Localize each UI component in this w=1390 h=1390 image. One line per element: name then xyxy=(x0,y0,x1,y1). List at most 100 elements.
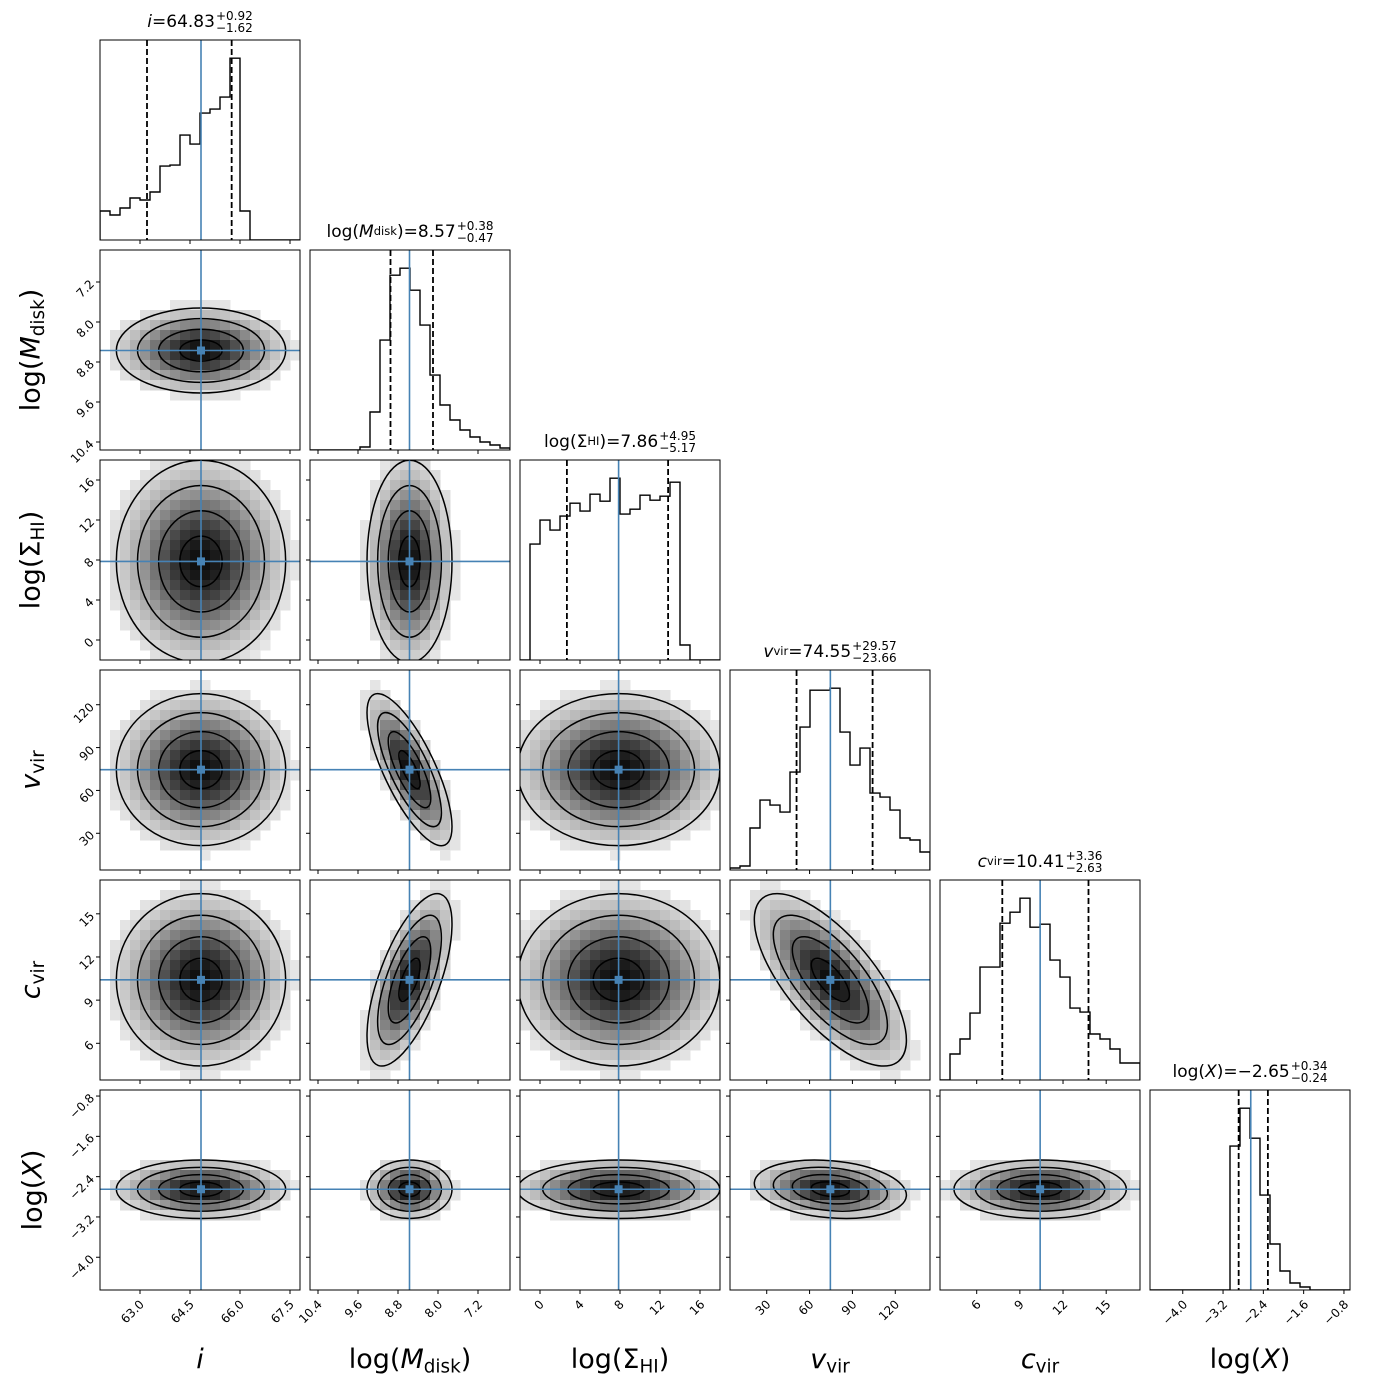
density-cell xyxy=(800,1000,811,1011)
density-cell xyxy=(410,770,421,781)
density-cell xyxy=(260,730,271,741)
density-cell xyxy=(680,900,691,911)
density-cell xyxy=(610,1050,621,1061)
density-cell xyxy=(960,1200,971,1211)
density-cell xyxy=(170,1000,181,1011)
density-cell xyxy=(610,770,621,781)
density-cell xyxy=(650,1160,661,1171)
density-cell xyxy=(560,690,571,701)
density-cell xyxy=(160,1180,171,1191)
density-cell xyxy=(190,1180,201,1191)
density-cell xyxy=(180,710,191,721)
truth-marker xyxy=(614,1185,623,1194)
density-cell xyxy=(860,1020,871,1031)
density-cell xyxy=(210,380,221,391)
density-cell xyxy=(560,910,571,921)
density-cell xyxy=(580,1030,591,1041)
density-cell xyxy=(390,650,401,660)
density-cell xyxy=(1030,1190,1041,1201)
density-cell xyxy=(120,1190,131,1201)
density-cell xyxy=(540,730,551,741)
density-cell xyxy=(240,1060,251,1071)
density-cell xyxy=(170,350,181,361)
density-cell xyxy=(580,700,591,711)
density-cell xyxy=(590,1030,601,1041)
density-cell xyxy=(820,960,831,971)
density-cell xyxy=(520,1000,531,1011)
density-cell xyxy=(140,320,151,331)
density-cell xyxy=(400,480,411,491)
density-cell xyxy=(140,1170,151,1181)
density-cell xyxy=(160,460,171,471)
density-cell xyxy=(210,300,221,311)
density-cell xyxy=(230,540,241,551)
density-cell xyxy=(400,910,411,921)
density-cell xyxy=(680,1000,691,1011)
density-cell xyxy=(170,480,181,491)
density-cell xyxy=(640,840,651,851)
density-cell xyxy=(200,800,211,811)
density-cell xyxy=(250,820,261,831)
density-cell xyxy=(130,630,141,641)
density-cell xyxy=(520,730,531,741)
density-cell xyxy=(990,1210,1001,1221)
density-cell xyxy=(150,580,161,591)
density-cell xyxy=(650,910,661,921)
density-cell xyxy=(270,950,281,961)
density-cell xyxy=(1000,1180,1011,1191)
density-cell xyxy=(200,960,211,971)
density-cell xyxy=(600,680,611,691)
panel-frame xyxy=(99,39,301,241)
density-cell xyxy=(220,800,231,811)
density-cell xyxy=(680,1020,691,1031)
density-cell xyxy=(180,300,191,311)
label-symbol: i xyxy=(147,11,153,32)
density-cell xyxy=(160,480,171,491)
density-cell xyxy=(560,1030,571,1041)
density-cell xyxy=(270,970,281,981)
density-cell xyxy=(830,920,841,931)
density-cell xyxy=(190,760,201,771)
contour-line xyxy=(772,914,889,1046)
density-cell xyxy=(370,600,381,611)
density-cell xyxy=(390,1040,401,1051)
density-cell xyxy=(520,810,531,821)
density-cell xyxy=(660,1010,671,1021)
density-cell xyxy=(530,730,541,741)
density-cell xyxy=(440,880,451,891)
density-cell xyxy=(790,940,801,951)
density-cell xyxy=(120,940,131,951)
density-cell xyxy=(560,750,571,761)
density-cell xyxy=(600,1050,611,1061)
density-cell xyxy=(650,710,661,721)
density-cell xyxy=(180,920,191,931)
density-cell xyxy=(280,1010,291,1021)
density-cell xyxy=(120,620,131,631)
density-cell xyxy=(690,790,701,801)
density-cell xyxy=(130,1180,141,1191)
density-cell xyxy=(410,950,421,961)
density-cell xyxy=(530,780,541,791)
density-cell xyxy=(570,1160,581,1171)
density-cell xyxy=(690,980,701,991)
density-cell xyxy=(640,1200,651,1211)
density-cell xyxy=(790,990,801,1001)
density-cell xyxy=(650,730,661,741)
density-cell xyxy=(150,790,161,801)
density-cell xyxy=(880,1060,891,1071)
density-cell xyxy=(570,1170,581,1181)
density-cell xyxy=(230,380,241,391)
density-cell xyxy=(570,890,581,901)
density-cell xyxy=(200,760,211,771)
histogram-panel xyxy=(729,669,931,874)
title-value: −2.65 xyxy=(1237,1061,1290,1082)
density-cell xyxy=(240,920,251,931)
density-cell xyxy=(130,1010,141,1021)
density-cell xyxy=(360,1010,371,1021)
density-cell xyxy=(760,960,771,971)
density-cell xyxy=(260,630,271,641)
density-cell xyxy=(1010,1210,1021,1221)
density-cell xyxy=(610,980,621,991)
density-cell xyxy=(260,1010,271,1021)
density-cell xyxy=(160,380,171,391)
